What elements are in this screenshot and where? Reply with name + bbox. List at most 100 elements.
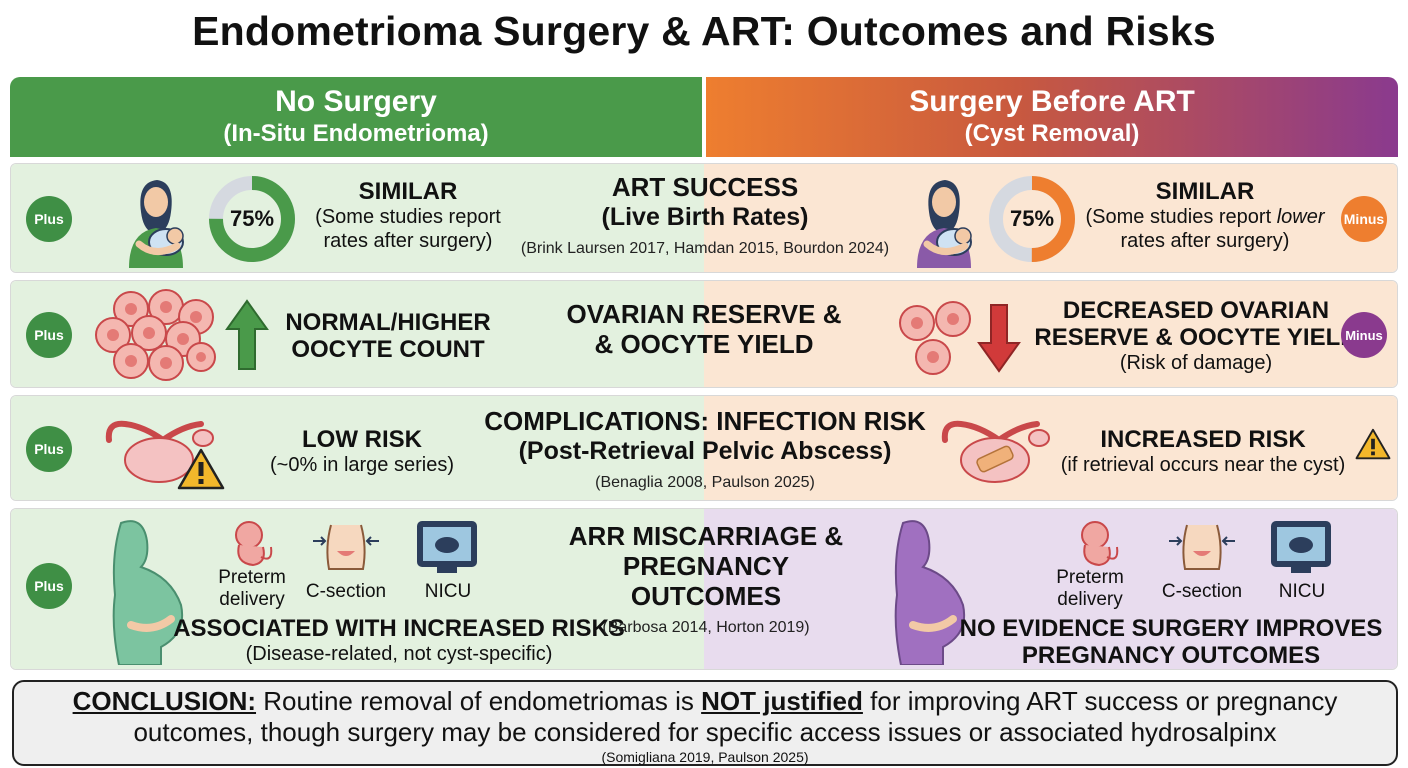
preg-right-text: NO EVIDENCE SURGERY IMPROVES PREGNANCY O… <box>951 615 1391 669</box>
donut-75-right <box>989 176 1075 262</box>
reserve-right-text: DECREASED OVARIAN RESERVE & OOCYTE YIELD… <box>1031 297 1361 375</box>
pregnant-woman-icon <box>112 520 183 665</box>
preterm-line1: Preterm <box>1056 567 1124 588</box>
comp-left-line1: LOW RISK <box>302 426 422 453</box>
nicu-label-right: NICU <box>1278 581 1326 602</box>
preterm-label-left: Preterm delivery <box>207 567 297 611</box>
conclusion-line2: outcomes, though surgery may be consider… <box>133 717 1277 747</box>
reserve-left-text: NORMAL/HIGHER OOCYTE COUNT <box>273 309 503 363</box>
conclusion-text-b: for improving ART success or pregnancy <box>862 686 1338 716</box>
nicu-label-left: NICU <box>424 581 472 602</box>
ultrasound-monitor-icon <box>417 521 477 573</box>
row-art-left-bg <box>11 164 704 272</box>
conclusion-text-a: Routine removal of endometriomas is <box>256 686 702 716</box>
art-center-subtitle: (Live Birth Rates) <box>601 203 809 231</box>
uterus-ovary-icon <box>105 420 214 483</box>
oocyte-cluster-icon <box>899 301 971 375</box>
art-center-refs: (Brink Laursen 2017, Hamdan 2015, Bourdo… <box>520 240 890 257</box>
header-surgery-title: Surgery Before ART <box>909 85 1195 118</box>
csection-icon <box>313 524 379 570</box>
donut-left-label: 75% <box>229 206 275 231</box>
art-center-title: ART SUCCESS <box>611 172 799 202</box>
conclusion-line1: CONCLUSION: Routine removal of endometri… <box>14 686 1396 717</box>
plus-badge: Plus <box>26 196 72 242</box>
preterm-line2: delivery <box>1057 589 1123 610</box>
plus-badge: Plus <box>26 312 72 358</box>
pregnant-woman-icon <box>894 520 965 665</box>
conclusion-box: CONCLUSION: Routine removal of endometri… <box>12 680 1398 766</box>
row-comp-left-bg <box>11 396 704 500</box>
art-left-head: SIMILAR <box>358 178 458 205</box>
preg-right-line1: NO EVIDENCE SURGERY IMPROVES <box>959 615 1383 642</box>
header-no-surgery-title: No Surgery <box>275 85 437 118</box>
row-reserve-right-bg <box>704 281 1397 387</box>
preg-center-line2: PREGNANCY OUTCOMES <box>622 551 790 611</box>
preg-center-refs: (Barbosa 2014, Horton 2019) <box>602 619 810 636</box>
reserve-right-line2: RESERVE & OOCYTE YIELD <box>1034 324 1358 351</box>
reserve-left-line2: OOCYTE COUNT <box>291 336 485 363</box>
mother-baby-icon <box>129 180 184 268</box>
reserve-left-line1: NORMAL/HIGHER <box>285 309 491 336</box>
page-title: Endometrioma Surgery & ART: Outcomes and… <box>192 8 1216 54</box>
fetus-icon <box>1081 521 1119 567</box>
comp-center-line2: (Post-Retrieval Pelvic Abscess) <box>518 437 892 465</box>
row-comp-right-bg <box>704 396 1397 500</box>
comp-right-line1: INCREASED RISK <box>1100 426 1306 453</box>
preg-center-line1: ARR MISCARRIAGE & <box>568 521 844 551</box>
fetus-icon <box>235 521 273 567</box>
minus-badge: Minus <box>1341 196 1387 242</box>
preg-left-line2: (Disease-related, not cyst-specific) <box>245 643 553 665</box>
oocyte-cluster-icon <box>95 289 216 381</box>
row-ovarian-reserve: Plus NORMAL/HIGHER OOCYTE COUNT OVARIAN … <box>10 280 1398 388</box>
comp-center: COMPLICATIONS: INFECTION RISK (Post-Retr… <box>467 406 943 492</box>
reserve-right-line3: (Risk of damage) <box>1119 352 1273 374</box>
comp-center-line1: COMPLICATIONS: INFECTION RISK <box>484 406 926 436</box>
comp-center-refs: (Benaglia 2008, Paulson 2025) <box>595 474 815 491</box>
header-no-surgery-subtitle: (In-Situ Endometrioma) <box>223 120 489 147</box>
art-center: ART SUCCESS (Live Birth Rates) (Brink La… <box>505 172 905 258</box>
art-right-line2: rates after surgery) <box>1120 230 1290 252</box>
art-right-line1a: (Some studies report <box>1085 206 1277 228</box>
arrow-down-icon <box>977 304 1021 373</box>
art-right-lower: lower <box>1276 206 1325 228</box>
row-complications: Plus LOW RISK (~0% in large series) COMP… <box>10 395 1398 501</box>
arrow-up-icon <box>225 299 269 370</box>
preg-left-text: ASSOCIATED WITH INCREASED RISKS (Disease… <box>171 615 627 666</box>
warning-icon <box>1355 428 1391 460</box>
row-art-success: Plus 75% SIMILAR (Some studies report ra… <box>10 163 1398 273</box>
csection-icon <box>1169 524 1235 570</box>
conclusion-label: CONCLUSION: <box>72 686 257 716</box>
warning-icon <box>177 448 225 490</box>
art-left-line1: (Some studies report <box>315 206 501 228</box>
header-no-surgery: No Surgery (In-Situ Endometrioma) <box>10 77 702 157</box>
csection-label-left: C-section <box>305 581 387 602</box>
art-right-line1: (Some studies report lower <box>1073 205 1337 229</box>
plus-badge: Plus <box>26 426 72 472</box>
preg-right-line2: PREGNANCY OUTCOMES <box>1021 642 1321 669</box>
conclusion-refs: (Somigliana 2019, Paulson 2025) <box>601 749 809 765</box>
reserve-center-line1: OVARIAN RESERVE & <box>566 299 842 329</box>
mother-baby-icon <box>917 180 972 268</box>
donut-right-label: 75% <box>1009 206 1055 231</box>
art-left-line2: rates after surgery) <box>323 230 493 252</box>
preterm-line2: delivery <box>219 589 285 610</box>
art-right-head: SIMILAR <box>1155 178 1255 205</box>
donut-75-left <box>209 176 295 262</box>
preg-left-line1: ASSOCIATED WITH INCREASED RISKS <box>173 615 625 642</box>
preterm-line1: Preterm <box>218 567 286 588</box>
row-pregnancy-outcomes: Plus Preterm delivery C-section NICU ASS… <box>10 508 1398 670</box>
preg-center: ARR MISCARRIAGE & PREGNANCY OUTCOMES (Ba… <box>551 521 861 637</box>
comp-left-line2: (~0% in large series) <box>270 454 454 476</box>
reserve-center: OVARIAN RESERVE & & OOCYTE YIELD <box>531 299 877 359</box>
plus-badge: Plus <box>26 563 72 609</box>
uterus-bandage-icon <box>941 420 1050 483</box>
comp-right-text: INCREASED RISK (if retrieval occurs near… <box>1035 426 1371 477</box>
art-left-text: SIMILAR (Some studies report rates after… <box>303 178 513 253</box>
preterm-label-right: Preterm delivery <box>1045 567 1135 611</box>
minus-badge: Minus <box>1341 312 1387 358</box>
reserve-right-line1: DECREASED OVARIAN <box>1062 297 1330 324</box>
reserve-center-line2: & OOCYTE YIELD <box>594 329 814 359</box>
comp-left-text: LOW RISK (~0% in large series) <box>237 426 487 477</box>
conclusion-not-justified: NOT justified <box>701 686 863 716</box>
art-right-text: SIMILAR (Some studies report lower rates… <box>1073 178 1337 253</box>
